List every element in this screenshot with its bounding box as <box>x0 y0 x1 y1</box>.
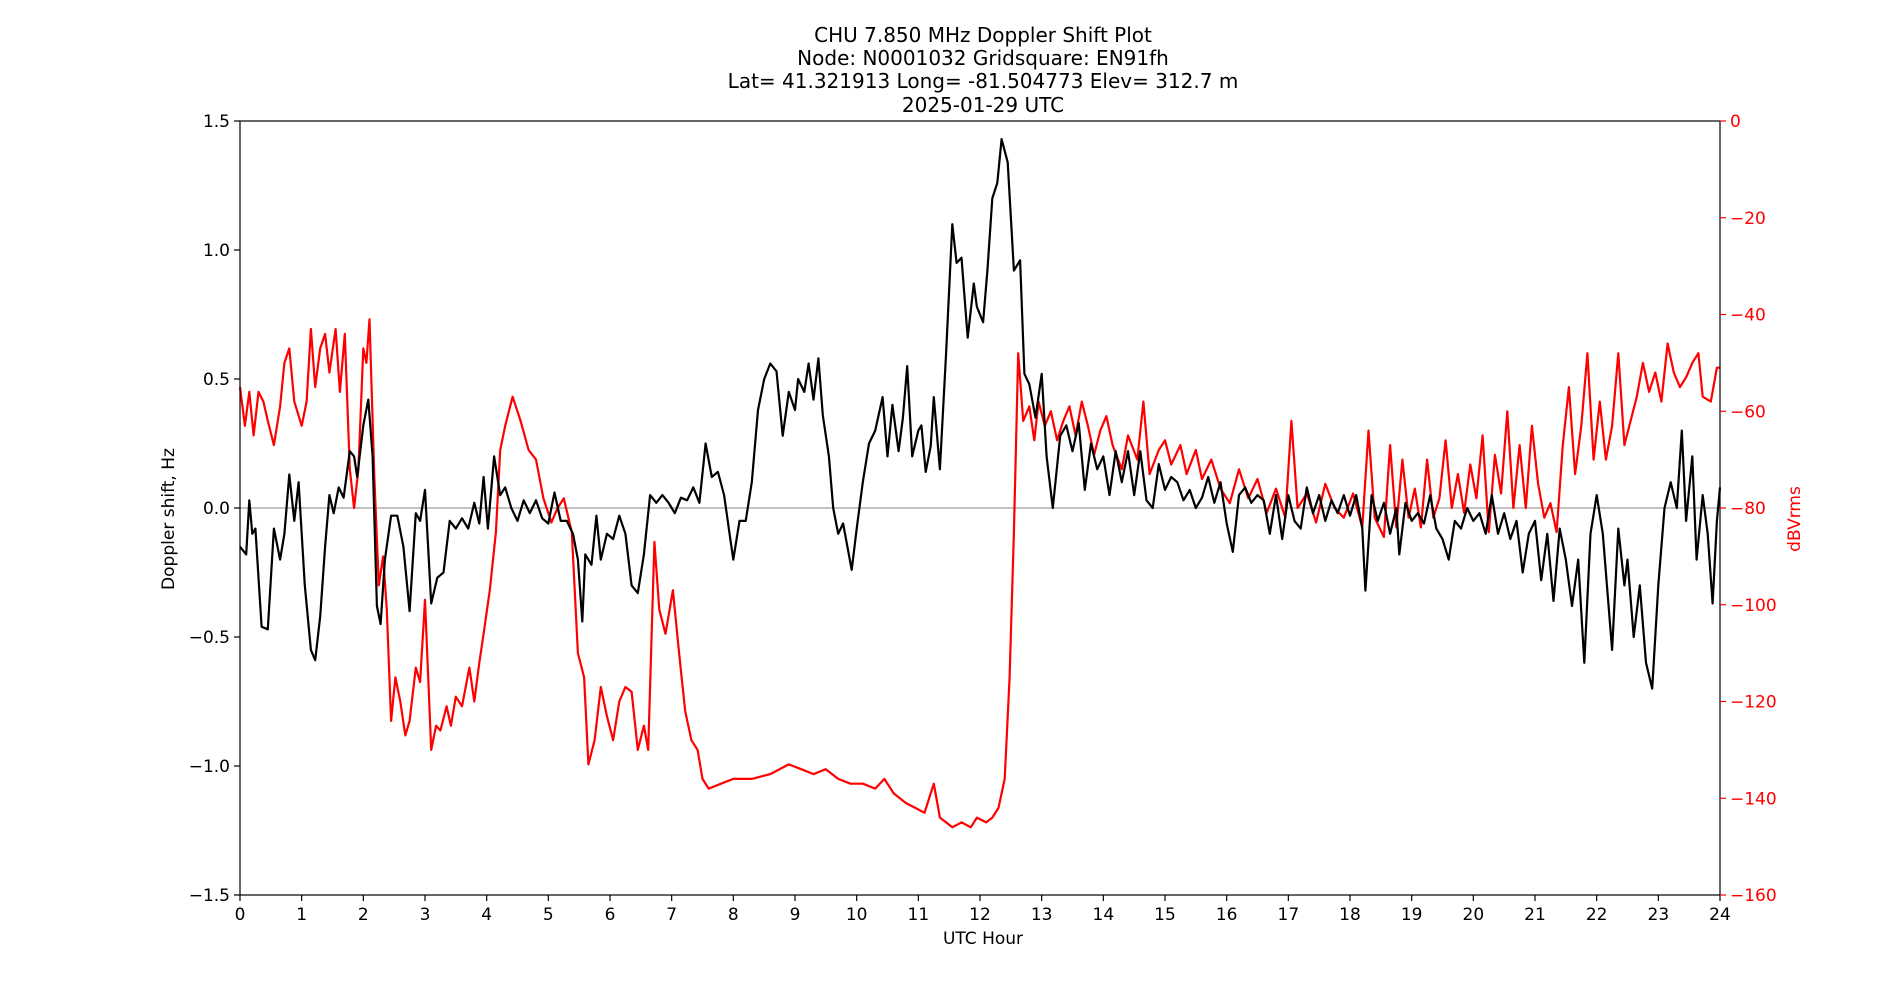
y-right-tick-label: −80 <box>1730 499 1766 519</box>
y-right-tick-label: −100 <box>1730 596 1777 616</box>
y-right-tick-label: −20 <box>1730 209 1766 229</box>
x-tick-label: 23 <box>1648 905 1670 925</box>
y-right-tick-label: 0 <box>1730 112 1741 132</box>
y-left-tick-label: 0.0 <box>203 499 230 519</box>
y-right-tick-label: −60 <box>1730 402 1766 422</box>
x-tick-label: 24 <box>1709 905 1731 925</box>
title-line-1: CHU 7.850 MHz Doppler Shift Plot <box>814 23 1152 47</box>
x-axis: 0 1 2 3 4 5 6 7 8 9 10 11 12 13 14 15 16 17 18 19 20 21 22 23 24 <box>235 895 1731 925</box>
title-line-2: Node: N0001032 Gridsquare: EN91fh <box>797 46 1169 70</box>
x-tick-label: 16 <box>1216 905 1238 925</box>
y-left-tick-label: 1.0 <box>203 241 230 261</box>
y-right-tick-label: −160 <box>1730 886 1777 906</box>
y-left-tick-label: −1.0 <box>189 757 230 777</box>
x-tick-label: 1 <box>296 905 307 925</box>
x-tick-label: 8 <box>728 905 739 925</box>
x-tick-label: 15 <box>1154 905 1176 925</box>
y-axis-right: −160 −140 −120 −100 −80 −60 −40 −20 0 <box>1720 112 1777 906</box>
x-tick-label: 14 <box>1093 905 1115 925</box>
x-tick-label: 5 <box>543 905 554 925</box>
y-axis-left-label: Doppler shift, Hz <box>159 448 179 590</box>
y-right-tick-label: −40 <box>1730 306 1766 326</box>
x-tick-label: 7 <box>666 905 677 925</box>
x-tick-label: 19 <box>1401 905 1423 925</box>
series-line-doppler <box>239 138 1722 690</box>
x-tick-label: 2 <box>358 905 369 925</box>
series-layer <box>238 138 1722 829</box>
x-tick-label: 22 <box>1586 905 1608 925</box>
chart-title: CHU 7.850 MHz Doppler Shift Plot Node: N… <box>728 23 1239 117</box>
y-axis-left: −1.5 −1.0 −0.5 0.0 0.5 1.0 1.5 <box>189 112 240 906</box>
y-left-tick-label: 1.5 <box>203 112 230 132</box>
x-tick-label: 13 <box>1031 905 1053 925</box>
x-tick-label: 10 <box>846 905 868 925</box>
title-line-4: 2025-01-29 UTC <box>902 93 1064 117</box>
x-tick-label: 17 <box>1278 905 1300 925</box>
y-right-tick-label: −140 <box>1730 789 1777 809</box>
y-right-tick-label: −120 <box>1730 693 1777 713</box>
y-left-tick-label: −0.5 <box>189 628 230 648</box>
y-axis-right-label: dBVrms <box>1785 486 1805 552</box>
x-tick-label: 20 <box>1463 905 1485 925</box>
x-tick-label: 18 <box>1339 905 1361 925</box>
x-tick-label: 11 <box>908 905 930 925</box>
x-tick-label: 9 <box>790 905 801 925</box>
x-tick-label: 4 <box>481 905 492 925</box>
x-tick-label: 6 <box>605 905 616 925</box>
x-axis-label: UTC Hour <box>943 929 1023 949</box>
y-left-tick-label: −1.5 <box>189 886 230 906</box>
y-left-tick-label: 0.5 <box>203 370 230 390</box>
series-line-dbvrms <box>238 318 1720 829</box>
x-tick-label: 3 <box>420 905 431 925</box>
title-line-3: Lat= 41.321913 Long= -81.504773 Elev= 31… <box>728 69 1239 93</box>
x-tick-label: 0 <box>235 905 246 925</box>
x-tick-label: 21 <box>1524 905 1546 925</box>
x-tick-label: 12 <box>969 905 991 925</box>
